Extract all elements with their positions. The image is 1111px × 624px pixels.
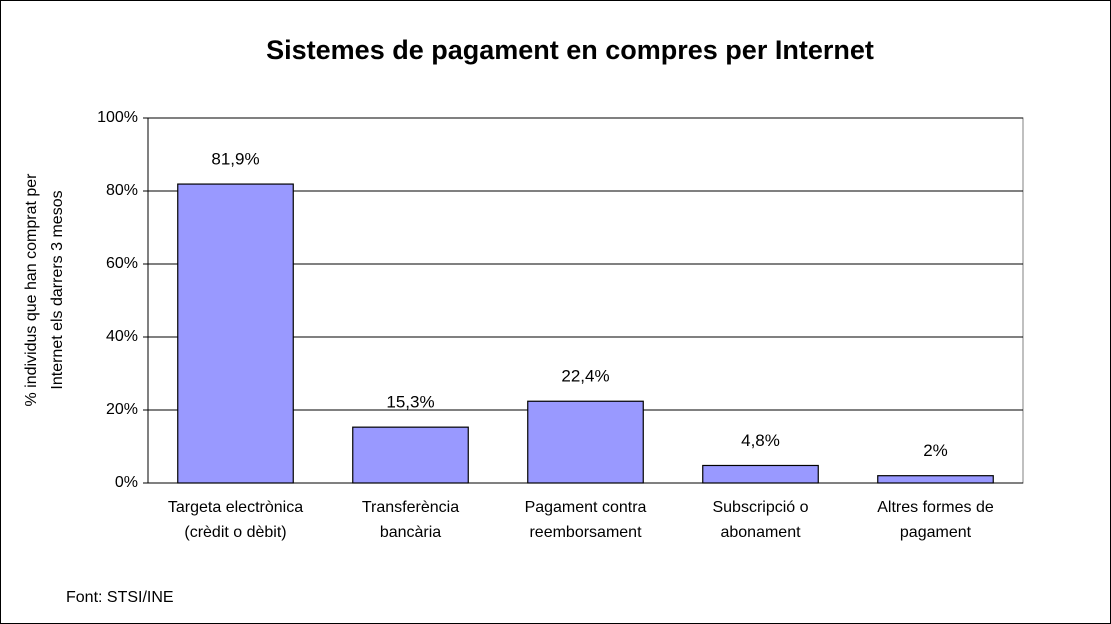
data-label: 15,3%	[386, 393, 434, 412]
x-tick-label: Pagament contra	[525, 499, 647, 516]
source-note: Font: STSI/INE	[66, 589, 174, 606]
x-tick-label: abonament	[720, 524, 801, 541]
y-tick-label: 60%	[106, 255, 138, 272]
x-tick-label: bancària	[380, 524, 441, 541]
x-tick-label: Altres formes de	[877, 499, 994, 516]
x-tick-label: Targeta electrònica	[168, 499, 303, 516]
y-tick-label: 40%	[106, 328, 138, 345]
bar	[352, 426, 469, 484]
bar	[877, 475, 994, 484]
chart-title: Sistemes de pagament en compres per Inte…	[266, 35, 874, 65]
y-tick-label: 80%	[106, 182, 138, 199]
y-tick-label: 20%	[106, 401, 138, 418]
x-tick-label: Subscripció o	[712, 499, 808, 516]
x-tick-label: (crèdit o dèbit)	[184, 524, 286, 541]
data-label: 4,8%	[741, 431, 780, 450]
bar	[527, 400, 644, 484]
data-label: 81,9%	[211, 150, 259, 169]
y-axis-label: Internet els darrers 3 mesos	[49, 190, 66, 389]
x-tick-label: pagament	[900, 524, 972, 541]
y-tick-label: 0%	[115, 474, 138, 491]
bar	[702, 464, 819, 484]
data-label: 22,4%	[561, 367, 609, 386]
y-axis-label: % individus que han comprat per	[23, 173, 40, 407]
x-tick-label: reemborsament	[529, 524, 642, 541]
x-tick-label: Transferència	[362, 499, 459, 516]
bar	[177, 183, 294, 484]
data-label: 2%	[923, 441, 948, 460]
y-tick-label: 100%	[97, 109, 138, 126]
